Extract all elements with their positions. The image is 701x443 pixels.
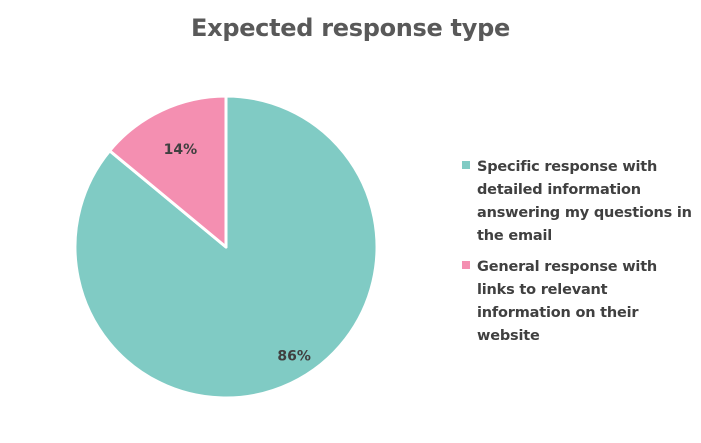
legend-swatch-specific-response: [462, 161, 470, 169]
pie-slice-0: [73, 94, 379, 400]
legend-swatch-general-response: [462, 261, 470, 269]
legend-label-general-response: General response with links to relevant …: [477, 259, 658, 344]
legend-item-general-response: General response with links to relevant …: [462, 256, 692, 348]
legend-label-specific-response: Specific response with detailed informat…: [477, 159, 692, 244]
legend: Specific response with detailed informat…: [462, 156, 692, 356]
legend-item-specific-response: Specific response with detailed informat…: [462, 156, 692, 248]
pie-slices: [73, 94, 379, 400]
pie-data-labels: 86% 14%: [164, 142, 311, 365]
chart-title: Expected response type: [191, 14, 510, 42]
pie-data-label-1: 14%: [164, 142, 198, 158]
pie-data-label-0: 86%: [277, 349, 311, 365]
pie-slice-1: [108, 94, 228, 249]
